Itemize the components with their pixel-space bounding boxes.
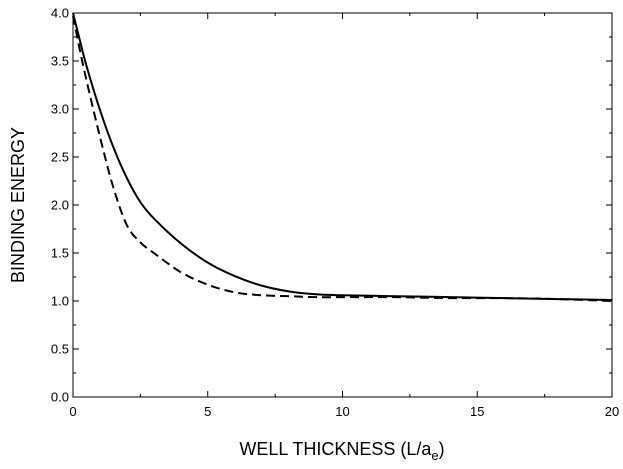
y-tick-label: 1.5 <box>51 246 69 261</box>
dashed-curve <box>72 15 613 302</box>
axes-layer: 0 5 10 15 20 0.0 0.5 1.0 1.5 2.0 2.5 3.0 3.5 4.0 <box>51 6 619 420</box>
x-axis-title: WELL THICKNESS (L/ae) <box>239 439 444 463</box>
series-layer <box>72 12 613 302</box>
x-axis-title-main: WELL THICKNESS (L/a <box>239 439 432 459</box>
x-tick-label: 5 <box>204 404 211 419</box>
x-tick-label: 15 <box>470 404 484 419</box>
x-axis-title-suffix: ) <box>439 439 445 459</box>
y-tick-label: 1.0 <box>51 294 69 309</box>
y-tick-label: 0.5 <box>51 342 69 357</box>
y-tick-label: 4.0 <box>51 6 69 21</box>
y-tick-label: 2.5 <box>51 150 69 165</box>
x-tick-label: 20 <box>605 404 619 419</box>
y-tick-label: 2.0 <box>51 198 69 213</box>
y-tick-label: 3.0 <box>51 102 69 117</box>
x-axis-title-subscript: e <box>431 448 438 463</box>
y-axis-title: BINDING ENERGY <box>8 127 28 283</box>
solid-curve <box>72 12 613 302</box>
x-tick-label: 10 <box>335 404 349 419</box>
y-tick-label: 0.0 <box>51 390 69 405</box>
y-tick-label: 3.5 <box>51 54 69 69</box>
x-tick-label: 0 <box>69 404 76 419</box>
plot-frame <box>72 12 613 398</box>
